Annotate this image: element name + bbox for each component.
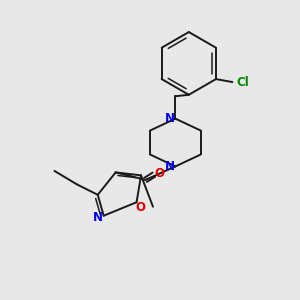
Text: O: O (135, 201, 145, 214)
Text: N: N (165, 160, 175, 173)
Text: Cl: Cl (236, 76, 249, 89)
Text: O: O (154, 167, 165, 180)
Text: N: N (93, 211, 103, 224)
Text: N: N (165, 112, 175, 125)
